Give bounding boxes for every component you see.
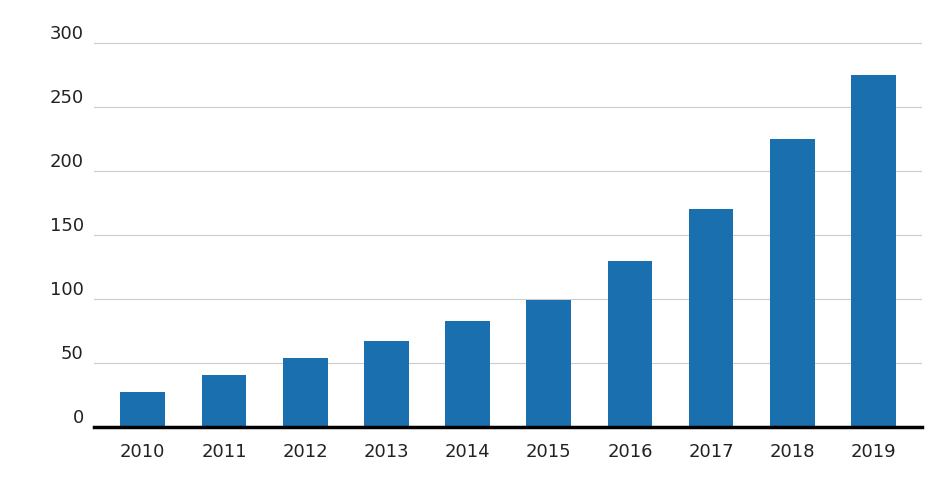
Bar — [608, 261, 652, 427]
Bar — [201, 375, 247, 427]
Bar — [526, 301, 571, 427]
Bar — [364, 341, 408, 427]
Bar — [445, 321, 490, 427]
Bar — [770, 139, 815, 427]
Bar — [120, 392, 165, 427]
Bar — [283, 358, 327, 427]
Bar — [689, 209, 733, 427]
Bar — [852, 75, 896, 427]
